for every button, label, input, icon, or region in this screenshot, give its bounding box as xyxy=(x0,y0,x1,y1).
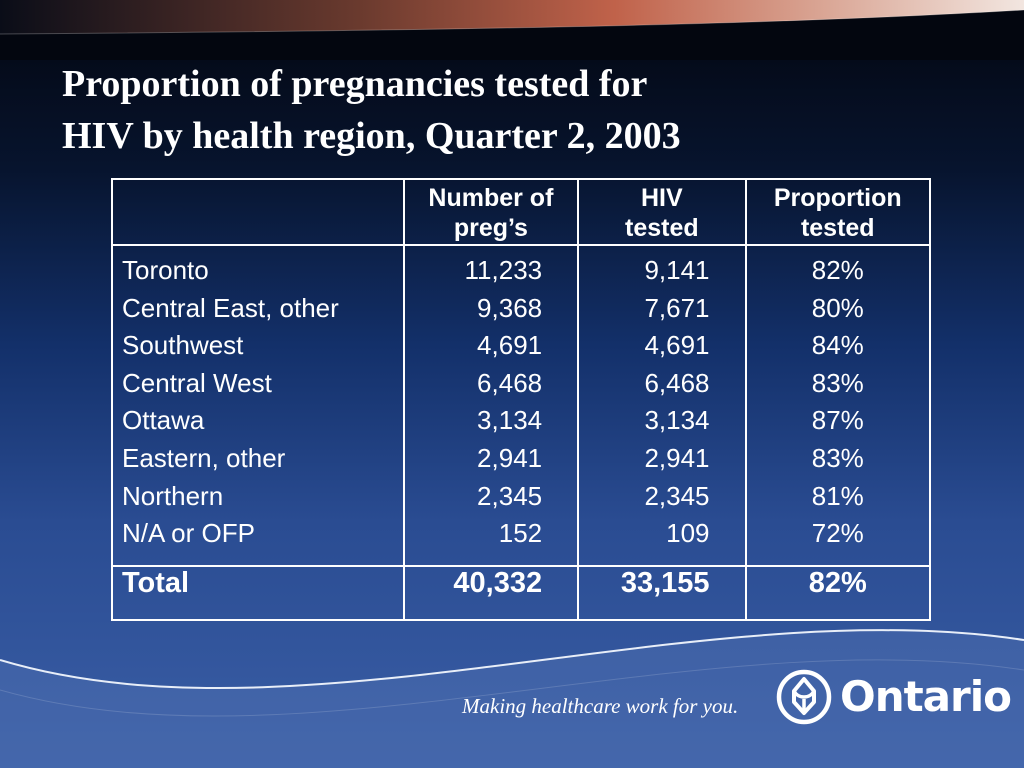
region-cell: N/A or OFP xyxy=(122,518,255,549)
hiv-tested-cell: 3,134 xyxy=(644,405,710,436)
slide-title-line-1: Proportion of pregnancies tested for xyxy=(62,63,648,105)
pregnancies-column: 11,233 9,368 4,691 6,468 3,134 2,941 2,3… xyxy=(402,244,580,567)
proportion-cell: 72% xyxy=(811,518,864,549)
hiv-tested-cell: 2,941 xyxy=(644,442,710,473)
hiv-tested-cell: 6,468 xyxy=(644,367,710,398)
pregnancies-cell: 2,345 xyxy=(477,480,543,511)
total-label: Total xyxy=(111,564,405,621)
total-pregnancies: 40,332 xyxy=(402,564,580,621)
pregnancies-cell: 4,691 xyxy=(477,330,543,361)
region-cell: Toronto xyxy=(122,255,209,285)
pregnancies-cell: 152 xyxy=(498,518,543,549)
slide-title-line-2: HIV by health region, Quarter 2, 2003 xyxy=(62,115,681,157)
top-decorative-band xyxy=(0,0,1024,60)
proportion-cell: 83% xyxy=(811,367,864,398)
region-cell: Central East, other xyxy=(122,292,339,323)
header-proportion-line-2: tested xyxy=(800,214,875,242)
proportion-cell: 81% xyxy=(811,480,864,511)
region-cell: Southwest xyxy=(122,330,244,361)
region-cell: Ottawa xyxy=(122,405,205,436)
hiv-tested-cell: 2,345 xyxy=(644,480,710,511)
header-hiv-tested-line-2: tested xyxy=(625,214,699,242)
table-total-row: Total 40,332 33,155 82% xyxy=(111,564,932,621)
region-column: Toronto Central East, other Southwest Ce… xyxy=(111,244,405,567)
table-header-row: Number of preg’s HIV tested Proportion t… xyxy=(111,178,932,246)
pregnancies-cell: 6,468 xyxy=(477,367,543,398)
hiv-testing-table: Number of preg’s HIV tested Proportion t… xyxy=(111,178,932,621)
header-hiv-tested-line-1: HIV xyxy=(640,184,683,212)
proportion-cell: 87% xyxy=(811,405,864,436)
region-cell: Central West xyxy=(122,367,272,398)
header-proportion-line-1: Proportion xyxy=(773,184,902,212)
region-cell: Northern xyxy=(122,480,224,511)
footer-tagline: Making healthcare work for you. xyxy=(462,694,739,718)
ontario-wordmark: Ontario xyxy=(840,672,1012,721)
pregnancies-cell: 3,134 xyxy=(477,405,543,436)
header-pregnancies-line-1: Number of xyxy=(428,184,554,212)
proportion-cell: 84% xyxy=(811,330,864,361)
proportion-cell: 82% xyxy=(811,255,864,285)
hiv-tested-cell: 7,671 xyxy=(644,292,710,323)
pregnancies-cell: 2,941 xyxy=(477,442,543,473)
table-body-row: Toronto Central East, other Southwest Ce… xyxy=(111,244,932,567)
header-pregnancies: Number of preg’s xyxy=(402,178,580,246)
hiv-tested-cell: 4,691 xyxy=(644,330,710,361)
total-hiv-tested: 33,155 xyxy=(577,564,747,621)
hiv-tested-column: 9,141 7,671 4,691 6,468 3,134 2,941 2,34… xyxy=(577,244,747,567)
hiv-tested-cell: 109 xyxy=(666,518,710,549)
pregnancies-cell: 11,233 xyxy=(464,255,543,285)
header-region xyxy=(111,178,405,246)
region-cell: Eastern, other xyxy=(122,442,286,473)
trillium-logo-icon xyxy=(776,669,832,725)
slide-title: Proportion of pregnancies tested for HIV… xyxy=(62,58,962,162)
hiv-tested-cell: 9,141 xyxy=(644,255,710,285)
proportion-cell: 80% xyxy=(811,292,864,323)
total-proportion: 82% xyxy=(744,564,932,621)
header-hiv-tested: HIV tested xyxy=(577,178,747,246)
proportion-cell: 83% xyxy=(811,442,864,473)
header-pregnancies-line-2: preg’s xyxy=(453,214,528,242)
header-proportion-tested: Proportion tested xyxy=(744,178,932,246)
bottom-decorative-band xyxy=(0,629,1024,768)
proportion-column: 82% 80% 84% 83% 87% 83% 81% 72% xyxy=(744,244,932,567)
pregnancies-cell: 9,368 xyxy=(477,292,543,323)
